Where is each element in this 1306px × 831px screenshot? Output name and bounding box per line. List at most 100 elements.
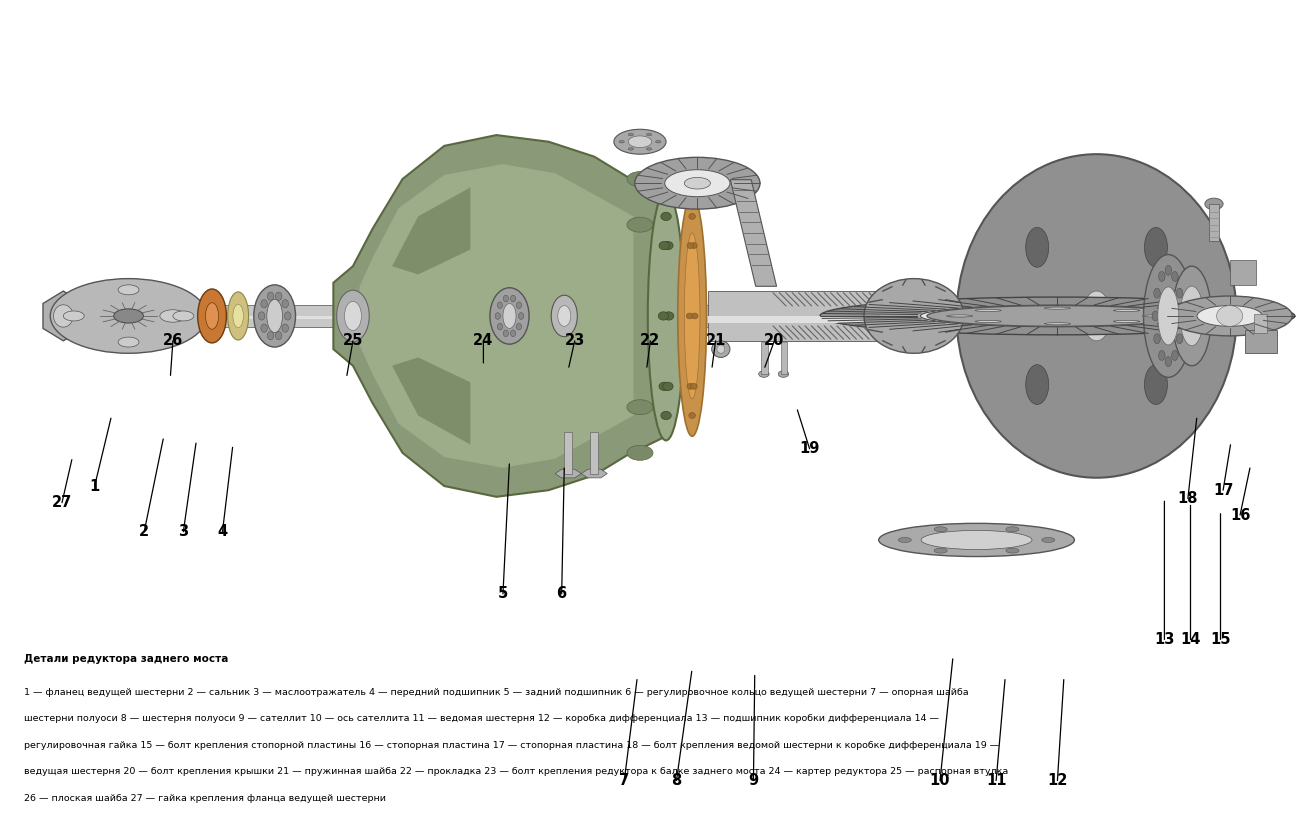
Text: 12: 12 [1047,773,1067,788]
Text: 6: 6 [556,587,567,602]
Text: 1 — фланец ведущей шестерни 2 — сальник 3 — маслоотражатель 4 — передний подшипн: 1 — фланец ведущей шестерни 2 — сальник … [25,687,969,696]
Ellipse shape [145,302,200,329]
Ellipse shape [511,330,516,337]
Ellipse shape [1171,272,1178,282]
Ellipse shape [197,289,226,343]
Text: 5: 5 [498,587,508,602]
Text: Детали редуктора заднего моста: Детали редуктора заднего моста [25,655,229,665]
Ellipse shape [684,177,710,189]
Ellipse shape [1083,291,1111,341]
Polygon shape [392,187,470,274]
Ellipse shape [879,524,1075,557]
Bar [781,342,788,374]
Text: 21: 21 [705,333,726,348]
Text: 27: 27 [52,495,72,510]
Polygon shape [730,179,777,287]
Ellipse shape [261,324,268,332]
Ellipse shape [1025,228,1049,268]
Ellipse shape [266,299,282,332]
Text: 25: 25 [342,333,363,348]
Text: 24: 24 [473,333,494,348]
Ellipse shape [957,155,1237,478]
Ellipse shape [232,304,243,327]
Text: 16: 16 [1230,508,1250,523]
Ellipse shape [627,171,653,186]
Ellipse shape [691,313,697,319]
Ellipse shape [921,530,1032,549]
Ellipse shape [118,337,138,347]
Text: 10: 10 [930,773,951,788]
Ellipse shape [114,309,144,323]
Text: ведущая шестерня 20 — болт крепления крышки 21 — пружинная шайба 22 — прокладка : ведущая шестерня 20 — болт крепления кры… [25,767,1008,776]
Text: 20: 20 [764,333,785,348]
Ellipse shape [205,302,218,329]
Ellipse shape [759,371,769,377]
Ellipse shape [1144,254,1194,377]
Ellipse shape [1114,321,1140,322]
Ellipse shape [717,345,725,353]
Ellipse shape [1158,287,1179,345]
Ellipse shape [648,191,684,440]
Ellipse shape [1217,306,1243,327]
Bar [590,432,598,474]
Ellipse shape [1025,365,1049,405]
Polygon shape [581,470,607,478]
Ellipse shape [503,295,508,302]
Ellipse shape [614,130,666,155]
Ellipse shape [261,300,268,308]
Ellipse shape [1153,334,1160,344]
Polygon shape [43,291,84,341]
Ellipse shape [646,148,652,150]
Bar [708,316,940,323]
Text: 19: 19 [799,441,820,456]
Ellipse shape [1144,228,1168,268]
Ellipse shape [558,306,571,327]
Ellipse shape [921,305,1195,327]
Ellipse shape [516,302,521,308]
Bar [72,305,940,327]
Ellipse shape [1165,265,1171,275]
Text: 2: 2 [140,524,149,539]
Ellipse shape [337,290,370,342]
Ellipse shape [687,243,693,248]
Ellipse shape [276,292,282,300]
Ellipse shape [54,305,73,327]
Bar [1209,204,1220,241]
Ellipse shape [1168,296,1292,336]
Ellipse shape [1205,198,1224,209]
Ellipse shape [947,315,973,317]
Ellipse shape [63,311,84,321]
Polygon shape [333,135,666,497]
Ellipse shape [1178,311,1185,321]
Ellipse shape [503,330,508,337]
Ellipse shape [661,411,671,420]
Bar [708,291,940,341]
Text: 14: 14 [1181,632,1200,647]
Ellipse shape [285,312,291,320]
Ellipse shape [498,302,503,308]
Ellipse shape [627,217,653,232]
Bar [1246,330,1276,353]
Ellipse shape [50,278,206,353]
Ellipse shape [495,312,500,319]
Ellipse shape [628,148,633,150]
Ellipse shape [658,312,669,320]
Ellipse shape [227,292,248,340]
Bar [1255,314,1267,332]
Text: 1: 1 [90,479,99,494]
Ellipse shape [662,241,673,249]
Ellipse shape [490,288,529,344]
Ellipse shape [646,133,652,135]
Bar [564,432,572,474]
Ellipse shape [172,311,193,321]
Ellipse shape [687,383,693,389]
Text: 22: 22 [640,333,661,348]
Ellipse shape [268,292,274,300]
Ellipse shape [1006,527,1019,532]
Ellipse shape [259,312,265,320]
Text: 26: 26 [163,333,183,348]
Ellipse shape [686,313,692,319]
Ellipse shape [865,278,964,353]
Ellipse shape [503,303,516,328]
Ellipse shape [1144,365,1168,405]
